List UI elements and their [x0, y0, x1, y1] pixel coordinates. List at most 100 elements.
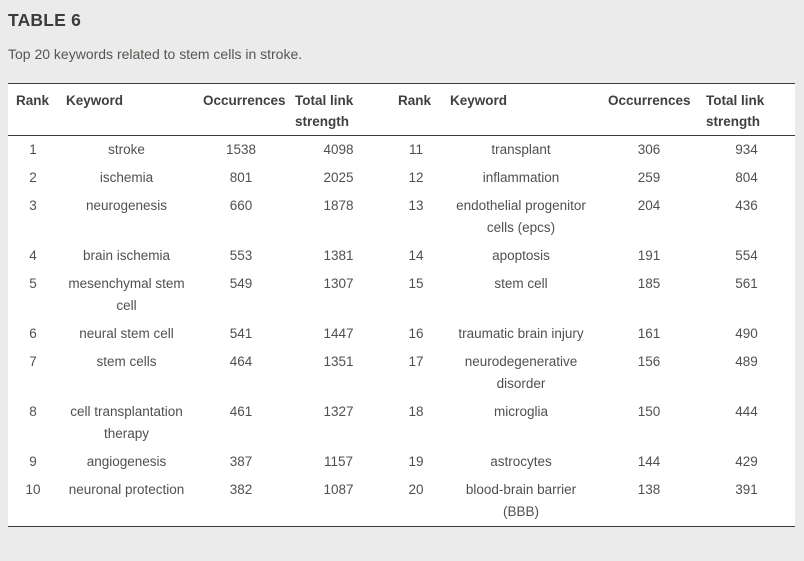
table-row: 7 stem cells 464 1351 17 neurodegenerative di…: [8, 348, 795, 398]
keyword-cell: traumatic brain injury: [458, 326, 584, 341]
table-row: 5 mesenchymal stem cell 549 1307 15 stem cell…: [8, 270, 795, 320]
occurrences-cell: 660: [229, 198, 253, 213]
keyword-cell: neural stem cell: [79, 326, 174, 341]
keyword-cell: transplant: [491, 142, 551, 157]
occurrences-cell: 1538: [225, 142, 257, 157]
rank-cell: 8: [29, 404, 37, 419]
table-title: TABLE 6: [8, 10, 82, 30]
occurrences-cell: 144: [637, 454, 661, 469]
keywords-table: Rank Keyword Occurrences Total link stre…: [8, 83, 795, 527]
column-header-rank-right: Rank: [390, 83, 442, 136]
total-link-strength-cell: 1307: [323, 276, 354, 291]
column-header-occurrences-left: Occurrences: [195, 83, 287, 136]
occurrences-cell: 185: [637, 276, 661, 291]
keyword-cell: angiogenesis: [86, 454, 167, 469]
keyword-cell: inflammation: [482, 170, 560, 185]
total-link-strength-cell: 1878: [323, 198, 354, 213]
total-link-strength-cell: 1157: [323, 454, 354, 469]
rank-cell: 6: [29, 326, 37, 341]
keyword-cell: ischemia: [99, 170, 154, 185]
rank-cell: 14: [408, 248, 424, 263]
rank-cell: 15: [408, 276, 424, 291]
article-table-figure: TABLE 6 Top 20 keywords related to stem …: [8, 10, 795, 527]
total-link-strength-cell: 561: [735, 276, 758, 291]
total-link-strength-cell: 1327: [323, 404, 354, 419]
rank-cell: 4: [29, 248, 37, 263]
total-link-strength-cell: 4098: [323, 142, 354, 157]
rank-cell: 2: [29, 170, 37, 185]
rank-cell: 19: [408, 454, 424, 469]
column-header-occurrences-right: Occurrences: [600, 83, 698, 136]
occurrences-cell: 150: [637, 404, 661, 419]
rank-cell: 1: [29, 142, 37, 157]
keyword-cell: neurodegenerative disorder: [464, 354, 578, 391]
keyword-cell: astrocytes: [490, 454, 552, 469]
occurrences-cell: 541: [229, 326, 253, 341]
column-header-keyword-right: Keyword: [442, 83, 600, 136]
rank-cell: 12: [408, 170, 424, 185]
total-link-strength-cell: 489: [735, 354, 758, 369]
keyword-cell: neuronal protection: [68, 482, 185, 497]
table-row: 9 angiogenesis 387 1157 19 astrocytes 144 429: [8, 448, 795, 476]
rank-cell: 9: [29, 454, 37, 469]
table-row: 10 neuronal protection 382 1087 20 blood-brai…: [8, 476, 795, 527]
occurrences-cell: 382: [229, 482, 253, 497]
keyword-cell: stem cells: [96, 354, 157, 369]
table-caption: Top 20 keywords related to stem cells in…: [8, 46, 303, 62]
keyword-cell: stroke: [108, 142, 145, 157]
rank-cell: 10: [25, 482, 41, 497]
column-header-total-link-strength-right: Total link strength: [698, 83, 795, 136]
total-link-strength-cell: 2025: [323, 170, 354, 185]
table-row: 3 neurogenesis 660 1878 13 endothelial progen…: [8, 192, 795, 242]
rank-cell: 5: [29, 276, 37, 291]
table-row: 2 ischemia 801 2025 12 inflammation 259 804: [8, 164, 795, 192]
occurrences-cell: 387: [229, 454, 253, 469]
column-header-rank-left: Rank: [8, 83, 58, 136]
table-body: 1 stroke 1538 4098 11 transplant 306 934 2 ischem…: [8, 136, 795, 527]
total-link-strength-cell: 1351: [323, 354, 354, 369]
rank-cell: 3: [29, 198, 37, 213]
keyword-cell: neurogenesis: [85, 198, 168, 213]
table-row: 6 neural stem cell 541 1447 16 traumatic brai…: [8, 320, 795, 348]
occurrences-cell: 553: [229, 248, 253, 263]
total-link-strength-cell: 490: [735, 326, 758, 341]
header-row: Rank Keyword Occurrences Total link stre…: [8, 83, 795, 136]
rank-cell: 16: [408, 326, 424, 341]
rank-cell: 18: [408, 404, 424, 419]
total-link-strength-cell: 429: [735, 454, 758, 469]
total-link-strength-cell: 804: [735, 170, 758, 185]
total-link-strength-cell: 1447: [323, 326, 354, 341]
occurrences-cell: 191: [637, 248, 661, 263]
total-link-strength-cell: 1087: [323, 482, 354, 497]
occurrences-cell: 156: [637, 354, 661, 369]
total-link-strength-cell: 554: [735, 248, 758, 263]
keyword-cell: stem cell: [494, 276, 548, 291]
keyword-cell: endothelial progenitor cells (epcs): [456, 198, 586, 235]
rank-cell: 17: [408, 354, 424, 369]
rank-cell: 13: [408, 198, 424, 213]
rank-cell: 11: [408, 142, 423, 157]
keyword-cell: brain ischemia: [82, 248, 171, 263]
keyword-cell: blood-brain barrier (BBB): [465, 482, 577, 519]
occurrences-cell: 138: [637, 482, 661, 497]
keyword-cell: microglia: [493, 404, 548, 419]
occurrences-cell: 259: [637, 170, 661, 185]
occurrences-cell: 204: [637, 198, 661, 213]
total-link-strength-cell: 391: [735, 482, 758, 497]
total-link-strength-cell: 444: [735, 404, 758, 419]
keyword-cell: apoptosis: [492, 248, 550, 263]
keyword-cell: cell transplantation therapy: [70, 404, 183, 441]
table-row: 8 cell transplantation therapy 461 1327 18 mi…: [8, 398, 795, 448]
column-header-total-link-strength-left: Total link strength: [287, 83, 390, 136]
rank-cell: 20: [408, 482, 424, 497]
occurrences-cell: 306: [637, 142, 661, 157]
keyword-cell: mesenchymal stem cell: [68, 276, 185, 313]
table-row: 4 brain ischemia 553 1381 14 apoptosis 191 554: [8, 242, 795, 270]
occurrences-cell: 801: [229, 170, 253, 185]
total-link-strength-cell: 1381: [323, 248, 354, 263]
table-row: 1 stroke 1538 4098 11 transplant 306 934: [8, 136, 795, 165]
occurrences-cell: 161: [637, 326, 661, 341]
total-link-strength-cell: 934: [735, 142, 758, 157]
column-header-keyword-left: Keyword: [58, 83, 195, 136]
occurrences-cell: 464: [229, 354, 253, 369]
